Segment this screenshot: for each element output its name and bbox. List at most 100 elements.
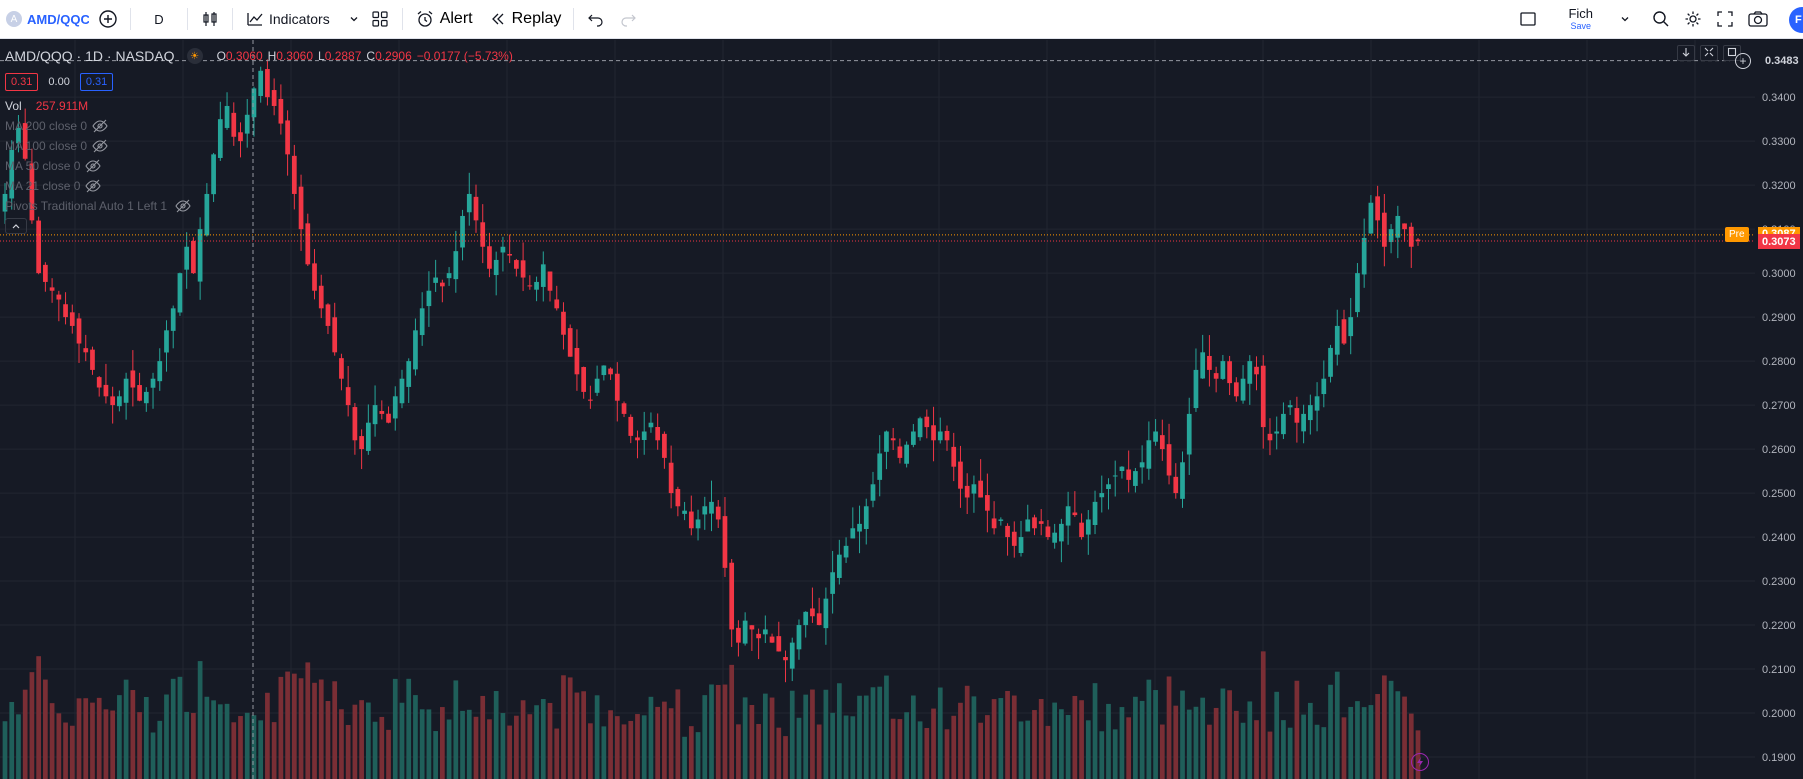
volume-bar	[1207, 724, 1212, 779]
eye-hidden-icon[interactable]	[85, 159, 102, 173]
candle-body	[581, 367, 587, 392]
candle-body	[655, 426, 661, 441]
candle-body	[1328, 347, 1333, 377]
candle-body	[191, 240, 196, 274]
search-button[interactable]	[1645, 4, 1677, 34]
volume-bar	[1180, 690, 1185, 779]
indicators-dropdown[interactable]	[344, 4, 364, 34]
spread-box: 0.00	[48, 76, 70, 88]
replay-button[interactable]: Replay	[483, 4, 568, 34]
volume-bar	[359, 700, 364, 779]
chart-pane[interactable]: 0.1900 0.2000 0.2100 0.2200 0.2300 0.2400 0.25…	[0, 40, 1803, 779]
undo-button[interactable]	[580, 4, 612, 34]
snapshot-button[interactable]	[1741, 4, 1775, 34]
candle-body	[594, 378, 600, 393]
add-alert-plus-icon[interactable]: +	[1735, 52, 1751, 69]
price-tick-label: 0.3000	[1762, 268, 1796, 280]
candle-body	[298, 186, 304, 230]
buy-price-box[interactable]: 0.31	[79, 73, 114, 91]
volume-bar	[1254, 720, 1259, 779]
volume-bar	[1348, 706, 1354, 779]
volume-legend-row[interactable]: Vol 257.911M	[5, 96, 513, 116]
templates-button[interactable]	[364, 4, 396, 34]
chevron-down-icon	[348, 13, 360, 25]
volume-bar	[466, 709, 472, 779]
candle-body	[150, 378, 156, 388]
volume-bar	[715, 684, 721, 779]
symbol-search[interactable]: A AMD/QQC	[0, 0, 92, 39]
chart-type-button[interactable]	[194, 4, 226, 34]
indicators-label: Indicators	[269, 11, 330, 27]
volume-bar	[110, 710, 116, 779]
volume-bar	[386, 729, 391, 779]
layout-button[interactable]	[1512, 4, 1544, 34]
volume-bar	[1355, 701, 1360, 779]
symbol-logo-icon: A	[6, 11, 22, 27]
lightning-icon[interactable]	[1411, 753, 1429, 771]
candle-body	[177, 273, 183, 313]
price-chart[interactable]: 0.1900 0.2000 0.2100 0.2200 0.2300 0.2400 0.25…	[0, 40, 1803, 779]
volume-bar	[608, 710, 613, 779]
volume-bar	[789, 690, 795, 779]
fullscreen-button[interactable]	[1709, 4, 1741, 34]
candle-body	[345, 387, 351, 406]
candle-body	[1375, 196, 1380, 221]
candle-body	[850, 528, 856, 539]
indicator-row-ma50[interactable]: MA 50 close 0	[5, 156, 513, 176]
indicator-row-ma100[interactable]: MA 100 close 0	[5, 136, 513, 156]
volume-bar	[217, 704, 223, 779]
redo-button[interactable]	[612, 4, 644, 34]
alert-button[interactable]: Alert	[409, 4, 479, 34]
eye-hidden-icon[interactable]	[175, 199, 191, 213]
indicator-label: MA 100 close 0	[5, 139, 88, 153]
eye-hidden-icon[interactable]	[92, 119, 108, 133]
legend-title[interactable]: AMD/QQQ · 1D · NASDAQ	[5, 48, 175, 64]
volume-bar	[426, 709, 432, 779]
collapse-pane-button[interactable]	[1700, 45, 1718, 61]
candle-body	[682, 510, 687, 514]
sell-price-box[interactable]: 0.31	[5, 73, 39, 91]
interval-button[interactable]: D	[137, 4, 181, 34]
volume-bar	[796, 717, 802, 779]
candle-body	[1119, 466, 1125, 472]
candle-body	[1106, 484, 1111, 490]
alarm-clock-icon	[415, 9, 435, 29]
candle-body	[22, 123, 28, 159]
square-icon	[1518, 9, 1538, 29]
volume-bar	[1005, 690, 1010, 779]
collapse-legend-button[interactable]	[5, 218, 27, 234]
divider	[232, 8, 233, 30]
eye-hidden-icon[interactable]	[85, 179, 102, 193]
settings-button[interactable]	[1677, 4, 1709, 34]
candle-body	[702, 506, 708, 515]
low-key: L	[318, 49, 325, 63]
market-status-icon[interactable]: ☀	[186, 48, 203, 64]
candle-body	[769, 636, 775, 643]
indicator-row-ma21[interactable]: MA 21 close 0	[5, 176, 513, 196]
volume-bar	[1233, 710, 1239, 779]
volume-bar	[251, 715, 257, 779]
indicator-row-ma200[interactable]: MA 200 close 0	[5, 116, 513, 136]
candle-body	[1038, 521, 1044, 524]
volume-value: 257.911M	[35, 99, 89, 113]
save-layout-button[interactable]: Fich Save	[1568, 7, 1593, 31]
volume-bar	[1307, 702, 1313, 779]
user-avatar[interactable]: F	[1789, 7, 1803, 33]
candle-body	[675, 489, 681, 507]
indicators-button[interactable]: Indicators	[239, 4, 336, 34]
volume-bar	[83, 698, 89, 779]
candle-body	[339, 358, 344, 379]
candle-body	[1099, 493, 1105, 498]
volume-bar	[628, 720, 634, 779]
layout-menu-button[interactable]	[1613, 4, 1637, 34]
candle-body	[911, 431, 916, 445]
add-symbol-button[interactable]	[92, 4, 124, 34]
volume-bar	[971, 696, 977, 779]
volume-bar	[574, 692, 580, 779]
move-down-button[interactable]	[1677, 45, 1695, 61]
candle-body	[29, 163, 35, 221]
candle-body	[762, 629, 768, 635]
indicator-row-pivots[interactable]: Pivots Traditional Auto 1 Left 1	[5, 196, 513, 216]
eye-hidden-icon[interactable]	[92, 139, 108, 153]
chart-legend: AMD/QQQ · 1D · NASDAQ ☀ O 0.3060 H 0.3060 …	[5, 46, 513, 234]
